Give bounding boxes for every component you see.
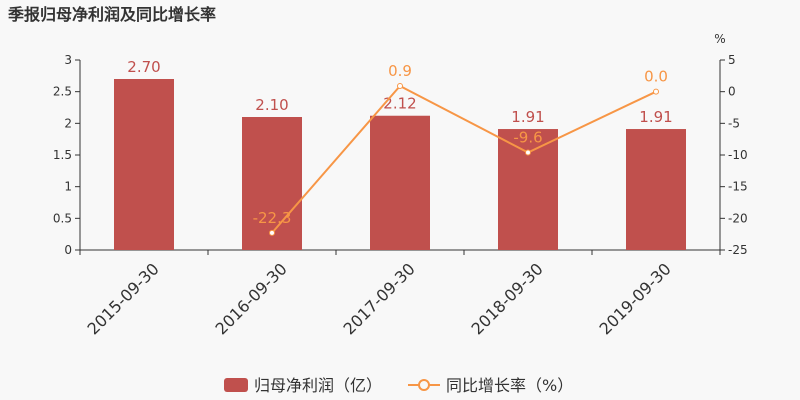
bar-data-label: 1.91 (511, 108, 544, 126)
bar-series: 2.70 2.10 2.12 1.91 1.91 (114, 58, 686, 250)
legend-line-marker (418, 379, 430, 391)
bar (626, 129, 686, 250)
bar-data-label: 2.10 (255, 96, 288, 114)
right-axis-tick-label: 0 (728, 85, 736, 99)
bar (370, 115, 430, 250)
line-point (525, 149, 531, 156)
left-axis-tick-label: 0 (64, 243, 72, 257)
legend-bar-swatch (224, 378, 248, 392)
x-axis-tick-label: 2015-09-30 (84, 259, 163, 338)
left-axis-tick-label: 0.5 (53, 211, 72, 225)
right-axis-tick-label: -15 (728, 180, 748, 194)
line-data-label: -22.3 (253, 209, 292, 227)
line-series: -22.3 0.9 -9.6 0.0 (253, 62, 668, 236)
x-axis-tick-label: 2017-09-30 (340, 259, 419, 338)
left-axis-tick-label: 3 (64, 53, 72, 67)
bar-data-label: 2.70 (127, 58, 160, 76)
bar-data-label: 2.12 (383, 95, 416, 113)
right-y-axis: -25 -20 -15 -10 -5 0 5 (719, 53, 748, 257)
line-point (653, 88, 659, 95)
right-axis-tick-label: -10 (728, 148, 748, 162)
legend-bar-label: 归母净利润（亿） (254, 376, 382, 395)
left-y-axis: 0 0.5 1 1.5 2 2.5 3 (53, 53, 81, 257)
legend-line-label: 同比增长率（%） (446, 376, 573, 395)
growth-line (271, 84, 657, 234)
line-data-label: 0.0 (644, 68, 668, 86)
bar (242, 117, 302, 250)
legend[interactable]: 归母净利润（亿） 同比增长率（%） (224, 376, 573, 395)
x-axis: 2015-09-30 2016-09-30 2017-09-30 2018-09-30… (79, 249, 721, 338)
right-axis-tick-label: -25 (728, 243, 748, 257)
left-axis-tick-label: 1 (64, 180, 72, 194)
bar-data-label: 1.91 (639, 108, 672, 126)
x-axis-tick-label: 2019-09-30 (596, 259, 675, 338)
right-axis-tick-label: 5 (728, 53, 736, 67)
left-axis-tick-label: 2.5 (53, 85, 72, 99)
line-data-label: 0.9 (388, 62, 412, 80)
line-data-label: -9.6 (513, 128, 542, 146)
x-axis-tick-label: 2018-09-30 (468, 259, 547, 338)
right-axis-tick-label: -5 (728, 116, 740, 130)
line-point (397, 82, 403, 89)
left-axis-tick-label: 2 (64, 116, 72, 130)
x-axis-tick-label: 2016-09-30 (212, 259, 291, 338)
right-axis-unit: % (714, 32, 725, 46)
right-axis-tick-label: -20 (728, 211, 748, 225)
chart-title: 季报归母净利润及同比增长率 (7, 5, 216, 24)
left-axis-tick-label: 1.5 (53, 148, 72, 162)
bar (114, 79, 174, 250)
bar (498, 129, 558, 250)
line-point (269, 229, 275, 236)
